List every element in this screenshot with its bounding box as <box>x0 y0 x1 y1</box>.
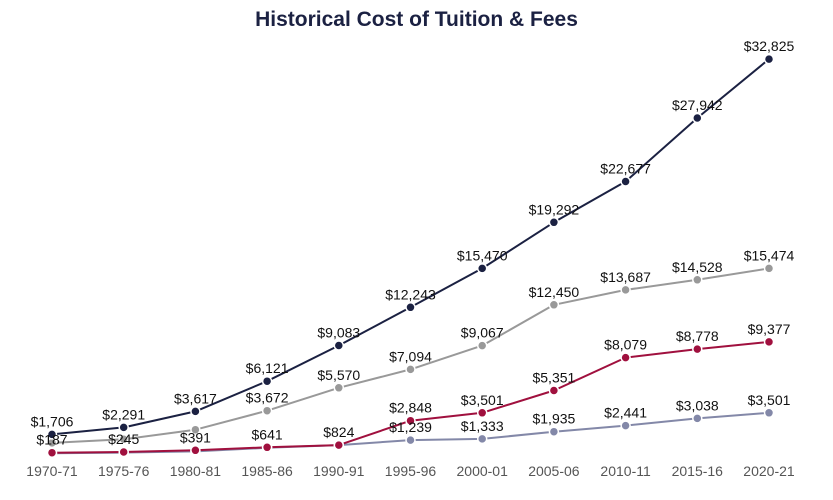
data-point-s0-10 <box>763 53 775 65</box>
data-point-s3-5 <box>405 434 416 446</box>
data-point-s2-4 <box>333 439 345 451</box>
data-label-s3-8: $2,441 <box>604 405 647 421</box>
data-point-s3-7 <box>548 426 560 437</box>
x-tick-label-4: 1990-91 <box>313 463 365 479</box>
x-axis-tick-labels: 1970-71 1975-76 1980-81 1985-86 1990-91 1995-… <box>26 463 795 479</box>
data-point-s0-1 <box>118 422 129 433</box>
data-point-s2-5 <box>405 415 416 426</box>
data-label-s1-8: $13,687 <box>600 269 651 285</box>
data-label-s0-4: $9,083 <box>317 325 360 341</box>
x-tick-label-2: 1980-81 <box>170 463 222 479</box>
data-label-s0-5: $12,243 <box>385 286 436 302</box>
data-label-s0-10: $32,825 <box>744 38 795 54</box>
data-label-s2-4: $824 <box>323 424 354 440</box>
x-tick-label-0: 1970-71 <box>26 463 78 479</box>
data-label-s0-8: $22,677 <box>600 161 651 177</box>
data-label-s0-1: $2,291 <box>102 406 145 422</box>
data-point-s2-1 <box>118 446 129 458</box>
series-points <box>46 53 775 459</box>
data-point-s2-2 <box>190 445 201 456</box>
data-point-s2-3 <box>261 442 273 453</box>
data-point-s2-6 <box>476 407 488 419</box>
data-labels: $1,706 $2,291 $3,617 $6,121 $9,083 $12,243 $15… <box>31 38 795 448</box>
data-label-s1-9: $14,528 <box>672 259 723 275</box>
data-point-s3-10 <box>763 407 775 419</box>
data-point-s0-5 <box>405 302 416 313</box>
data-label-s1-7: $12,450 <box>529 284 580 300</box>
data-label-s0-9: $27,942 <box>672 97 723 113</box>
data-point-s0-4 <box>333 340 345 351</box>
data-label-s2-1: $245 <box>108 431 139 447</box>
data-label-s2-2: $391 <box>180 429 211 445</box>
data-point-s0-8 <box>620 176 631 187</box>
data-label-s2-3: $641 <box>252 426 283 442</box>
data-label-s1-6: $9,067 <box>461 325 504 341</box>
data-label-s1-5: $7,094 <box>389 348 432 364</box>
data-label-s2-10: $9,377 <box>748 321 791 337</box>
data-label-s3-5: $1,239 <box>389 419 432 435</box>
data-label-s2-9: $8,778 <box>676 328 719 344</box>
x-tick-label-6: 2000-01 <box>457 463 509 479</box>
data-label-s0-3: $6,121 <box>246 360 289 376</box>
data-point-s1-2 <box>190 424 201 435</box>
data-point-s1-8 <box>620 284 631 296</box>
data-label-s3-10: $3,501 <box>748 392 791 408</box>
x-tick-label-1: 1975-76 <box>98 463 150 479</box>
data-label-s2-8: $8,079 <box>604 337 647 353</box>
x-tick-label-10: 2020-21 <box>743 463 795 479</box>
data-point-s1-3 <box>261 405 273 416</box>
data-label-s3-7: $1,935 <box>532 411 575 427</box>
data-point-s3-6 <box>476 433 488 445</box>
data-point-s2-9 <box>692 343 703 355</box>
data-label-s2-0: $187 <box>36 432 67 448</box>
data-label-s1-10: $15,474 <box>744 247 795 263</box>
data-point-s1-1 <box>118 434 129 445</box>
data-point-s0-0 <box>46 429 58 440</box>
data-point-s2-10 <box>763 336 775 348</box>
data-label-s3-9: $3,038 <box>676 397 719 413</box>
chart-title: Historical Cost of Tuition & Fees <box>255 8 578 31</box>
data-point-s3-8 <box>620 420 631 431</box>
data-label-s0-7: $19,292 <box>529 201 580 217</box>
series-line-0 <box>51 58 770 436</box>
data-label-s0-0: $1,706 <box>31 413 74 429</box>
data-point-s0-7 <box>548 217 560 228</box>
x-tick-label-8: 2010-11 <box>600 463 651 479</box>
data-label-s2-7: $5,351 <box>532 370 575 386</box>
data-point-s0-9 <box>692 112 703 124</box>
data-point-s1-9 <box>692 274 703 286</box>
data-point-s2-7 <box>548 385 560 396</box>
data-point-s1-6 <box>476 340 488 351</box>
data-label-s2-5: $2,848 <box>389 400 432 416</box>
data-point-s1-4 <box>333 382 345 394</box>
data-label-s0-6: $15,470 <box>457 247 508 263</box>
x-tick-label-5: 1995-96 <box>385 463 437 479</box>
x-tick-label-9: 2015-16 <box>672 463 724 479</box>
data-point-s0-3 <box>261 375 273 387</box>
x-tick-label-7: 2005-06 <box>528 463 580 479</box>
data-point-s2-8 <box>620 352 631 363</box>
data-point-s1-5 <box>405 364 416 375</box>
data-point-s0-2 <box>190 406 201 417</box>
data-label-s1-4: $5,570 <box>317 367 360 383</box>
data-point-s1-10 <box>763 263 775 274</box>
data-label-s1-3: $3,672 <box>246 390 289 406</box>
series-lines <box>51 58 770 455</box>
data-point-s0-6 <box>476 263 488 274</box>
data-point-s3-9 <box>692 413 703 424</box>
data-label-s2-6: $3,501 <box>461 392 504 408</box>
x-tick-label-3: 1985-86 <box>241 463 293 479</box>
data-label-s3-6: $1,333 <box>461 418 504 434</box>
data-point-s2-0 <box>46 447 58 458</box>
data-label-s0-2: $3,617 <box>174 390 217 406</box>
data-point-s1-7 <box>548 299 560 311</box>
